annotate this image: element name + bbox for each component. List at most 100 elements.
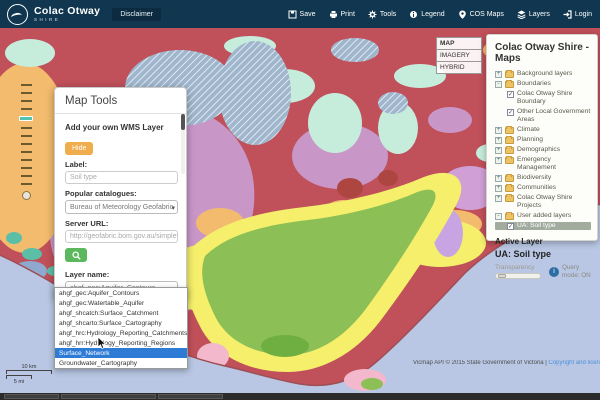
expand-toggle[interactable]: + <box>495 194 502 202</box>
scale-bar: 10 km 5 mi <box>6 364 52 385</box>
layers-panel: Colac Otway Shire - Maps + Background la… <box>486 34 598 280</box>
wms-section-heading: Add your own WMS Layer <box>65 123 164 132</box>
transparency-label: Transparency <box>495 264 535 272</box>
scale-km-label: 10 km <box>21 364 37 370</box>
layer-option[interactable]: ahgf_hrr:Hydrology_Reporting_Regions <box>59 339 176 347</box>
catalogue-select[interactable]: Bureau of Meteorology Geofabric <box>65 200 178 214</box>
search-layers-button[interactable] <box>65 248 87 262</box>
folder-icon <box>505 79 514 88</box>
tools-button[interactable]: Tools <box>368 10 396 19</box>
top-navbar: Colac Otway SHIRE Disclaimer Save Print … <box>0 0 600 28</box>
folder-icon <box>505 70 514 78</box>
map-tools-title: Map Tools <box>65 95 118 107</box>
folder-icon <box>505 155 514 164</box>
tree-item-climate[interactable]: + Climate <box>495 126 540 135</box>
checkbox-checked[interactable] <box>507 90 514 98</box>
tree-item-planning[interactable]: + Planning <box>495 136 544 145</box>
expand-toggle[interactable]: + <box>495 185 502 192</box>
video-timeline-bar[interactable] <box>0 393 600 400</box>
tree-item-biodiversity[interactable]: + Biodiversity <box>495 174 552 183</box>
panel-scrollbar[interactable] <box>181 114 185 174</box>
mouse-cursor-icon <box>97 336 107 350</box>
folder-icon <box>505 136 514 145</box>
transparency-slider-thumb[interactable] <box>498 274 506 279</box>
layer-option[interactable]: ahgf_gec:Aquifer_Contours <box>59 289 140 297</box>
tree-item-other-lga[interactable]: Other Local Government Areas <box>495 108 591 125</box>
layers-button[interactable]: Layers <box>517 10 550 19</box>
label-input[interactable]: Soil type <box>65 171 178 184</box>
brand-name: Colac Otway <box>34 4 101 17</box>
active-layer-name: UA: Soil type <box>495 249 552 260</box>
tree-item-boundaries[interactable]: - Boundaries <box>495 79 591 88</box>
tree-item-communities[interactable]: + Communities <box>495 184 557 192</box>
tree-item-cos-projects[interactable]: + Colac Otway Shire Projects <box>495 193 573 210</box>
search-icon <box>71 250 81 260</box>
server-url-label: Server URL: <box>65 219 109 228</box>
zoom-knob[interactable] <box>21 191 31 200</box>
query-mode-control[interactable]: i Query mode: ON <box>549 264 592 279</box>
folder-icon <box>505 146 514 154</box>
map-pin-icon <box>458 10 466 19</box>
save-icon <box>288 10 297 18</box>
layer-option[interactable]: ahgf_hrc:Hydrology_Reporting_Catchments <box>59 329 187 337</box>
folder-icon <box>505 212 514 221</box>
login-button[interactable]: Login <box>563 9 592 19</box>
catalogue-field-label: Popular catalogues: <box>65 189 137 198</box>
basemap-option-hybrid[interactable]: HYBRID <box>436 62 482 74</box>
layer-name-dropdown-list: ahgf_gec:Aquifer_Contours ahgf_gec:Water… <box>54 287 188 369</box>
folder-icon <box>505 174 514 183</box>
scale-mi-label: 5 mi <box>13 379 25 385</box>
expand-toggle[interactable]: + <box>495 71 502 78</box>
save-button[interactable]: Save <box>288 10 316 19</box>
disclaimer-button[interactable]: Disclaimer <box>112 7 161 21</box>
layers-panel-title: Colac Otway Shire - Maps <box>495 42 589 64</box>
legend-icon <box>410 10 418 18</box>
login-icon <box>563 9 572 19</box>
basemap-option-imagery[interactable]: IMAGERY <box>436 50 482 62</box>
tree-item-demographics[interactable]: + Demographics <box>495 146 561 154</box>
print-icon <box>329 10 337 18</box>
layer-option[interactable]: Groundwater_Cartography <box>59 359 138 367</box>
tree-item-ua-soil-type[interactable]: UA: Soil type <box>495 222 591 231</box>
layer-option-highlighted[interactable]: Surface_Network <box>55 348 187 358</box>
zoom-slider-handle[interactable] <box>19 116 33 121</box>
layer-option[interactable]: ahgf_shcarto:Surface_Cartography <box>59 319 162 327</box>
collapse-toggle[interactable]: - <box>495 80 502 88</box>
checkbox-checked[interactable] <box>507 109 514 116</box>
label-field-label: Label: <box>65 160 88 169</box>
copyright-link[interactable]: Copyright and licence <box>548 360 600 366</box>
layer-name-label: Layer name: <box>65 270 110 279</box>
active-layer-heading: Active Layer <box>495 237 543 247</box>
brand-subtitle: SHIRE <box>34 17 61 22</box>
tree-item-emergency-management[interactable]: + Emergency Management <box>495 155 557 172</box>
collapse-toggle[interactable]: - <box>495 213 502 221</box>
folder-icon <box>505 126 514 135</box>
transparency-slider[interactable] <box>495 273 541 280</box>
expand-toggle[interactable]: + <box>495 137 502 145</box>
zoom-slider[interactable] <box>19 84 33 200</box>
server-url-input[interactable]: http://geofabric.bom.gov.au/simplefeatur… <box>65 230 178 243</box>
layers-icon <box>517 10 526 19</box>
gear-icon <box>368 10 377 18</box>
brand: Colac Otway SHIRE <box>0 3 101 25</box>
print-button[interactable]: Print <box>329 10 355 19</box>
map-attribution: Vicmap API © 2015 State Government of Vi… <box>413 360 600 370</box>
hide-button[interactable]: Hide <box>65 142 94 155</box>
legend-button[interactable]: Legend <box>409 10 445 19</box>
tree-item-shire-boundary[interactable]: Colac Otway Shire Boundary <box>495 90 591 107</box>
tree-item-background-layers[interactable]: + Background layers <box>495 70 573 78</box>
expand-toggle[interactable]: + <box>495 147 502 154</box>
cos-maps-button[interactable]: COS Maps <box>458 10 504 19</box>
expand-toggle[interactable]: + <box>495 127 502 135</box>
expand-toggle[interactable]: + <box>495 156 502 164</box>
checkbox-checked[interactable] <box>507 223 514 230</box>
layer-option[interactable]: ahgf_gec:Watertable_Aquifer <box>59 299 145 307</box>
query-info-icon: i <box>549 266 559 277</box>
folder-icon <box>505 193 514 202</box>
folder-icon <box>505 184 514 192</box>
basemap-option-map[interactable]: MAP <box>436 37 482 50</box>
tree-item-user-added-layers[interactable]: - User added layers <box>495 212 591 221</box>
shire-logo-icon <box>7 3 28 25</box>
expand-toggle[interactable]: + <box>495 175 502 183</box>
layer-option[interactable]: ahgf_shcatch:Surface_Catchment <box>59 309 159 317</box>
